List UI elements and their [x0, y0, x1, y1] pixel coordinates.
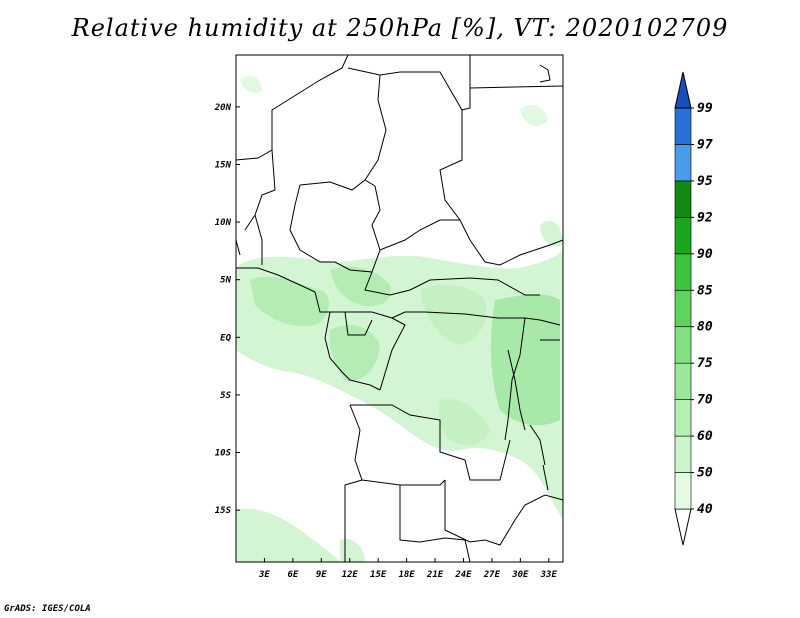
lon-tick-label: 3E [258, 570, 270, 580]
colorbar-label: 80 [697, 320, 713, 335]
lon-tick-label: 9E [316, 570, 327, 580]
colorbar-label: 50 [697, 466, 713, 481]
chart-title: Relative humidity at 250hPa [%], VT: 202… [71, 14, 729, 42]
colorbar-label: 60 [697, 429, 713, 444]
lon-tick-label: 27E [483, 570, 501, 580]
lon-tick-label: 21E [426, 570, 444, 580]
country-borders [235, 54, 564, 563]
lat-tick-label: 20N [214, 103, 232, 113]
lat-tick-label: 10S [215, 449, 232, 459]
colorbar-segment [674, 217, 692, 255]
colorbar-segment [674, 180, 692, 218]
grads-credit: GrADS: IGES/COLA [4, 604, 91, 614]
colorbar-segment [674, 472, 692, 510]
lat-tick-label: 15N [215, 160, 232, 170]
colorbar-segment [674, 362, 692, 400]
lon-tick-label: 18E [398, 570, 415, 580]
colorbar-segment [674, 435, 692, 473]
map-axes: 3E 6E 9E 12E 15E 18E 21E 24E 27E 30E 33E 20N 15N 10N 5… [214, 54, 564, 580]
lon-tick-label: 6E [287, 570, 298, 580]
colorbar-label: 92 [697, 210, 713, 225]
lon-tick-label: 33E [540, 570, 558, 580]
colorbar: 40 50 60 70 75 80 85 90 92 95 97 99 [674, 71, 713, 546]
colorbar-label: 90 [697, 247, 713, 262]
lat-tick-label: 5S [220, 391, 231, 401]
lon-tick-label: 30E [511, 570, 529, 580]
lat-tick-label: 10N [215, 218, 232, 228]
colorbar-label: 40 [697, 502, 713, 517]
colorbar-segment [674, 144, 692, 182]
colorbar-label: 70 [697, 393, 713, 408]
colorbar-label: 85 [697, 283, 713, 298]
colorbar-max-arrow [674, 71, 692, 109]
colorbar-label: 99 [697, 101, 713, 116]
lon-tick-label: 12E [342, 570, 359, 580]
colorbar-segment [674, 253, 692, 291]
lat-tick-label: 5N [220, 276, 231, 286]
lat-tick-label: 15S [215, 506, 232, 516]
colorbar-segment [674, 326, 692, 364]
lat-tick-label: EQ [220, 333, 231, 343]
colorbar-label: 95 [697, 174, 713, 189]
colorbar-segment [674, 289, 692, 328]
colorbar-segment [674, 107, 692, 145]
colorbar-label: 97 [697, 137, 713, 152]
humidity-shading [236, 76, 563, 562]
colorbar-label: 75 [697, 356, 713, 371]
colorbar-min-arrow [674, 508, 692, 546]
lon-tick-label: 15E [370, 570, 387, 580]
lon-tick-label: 24E [454, 570, 472, 580]
map-frame [235, 54, 564, 563]
colorbar-segment [674, 399, 692, 437]
